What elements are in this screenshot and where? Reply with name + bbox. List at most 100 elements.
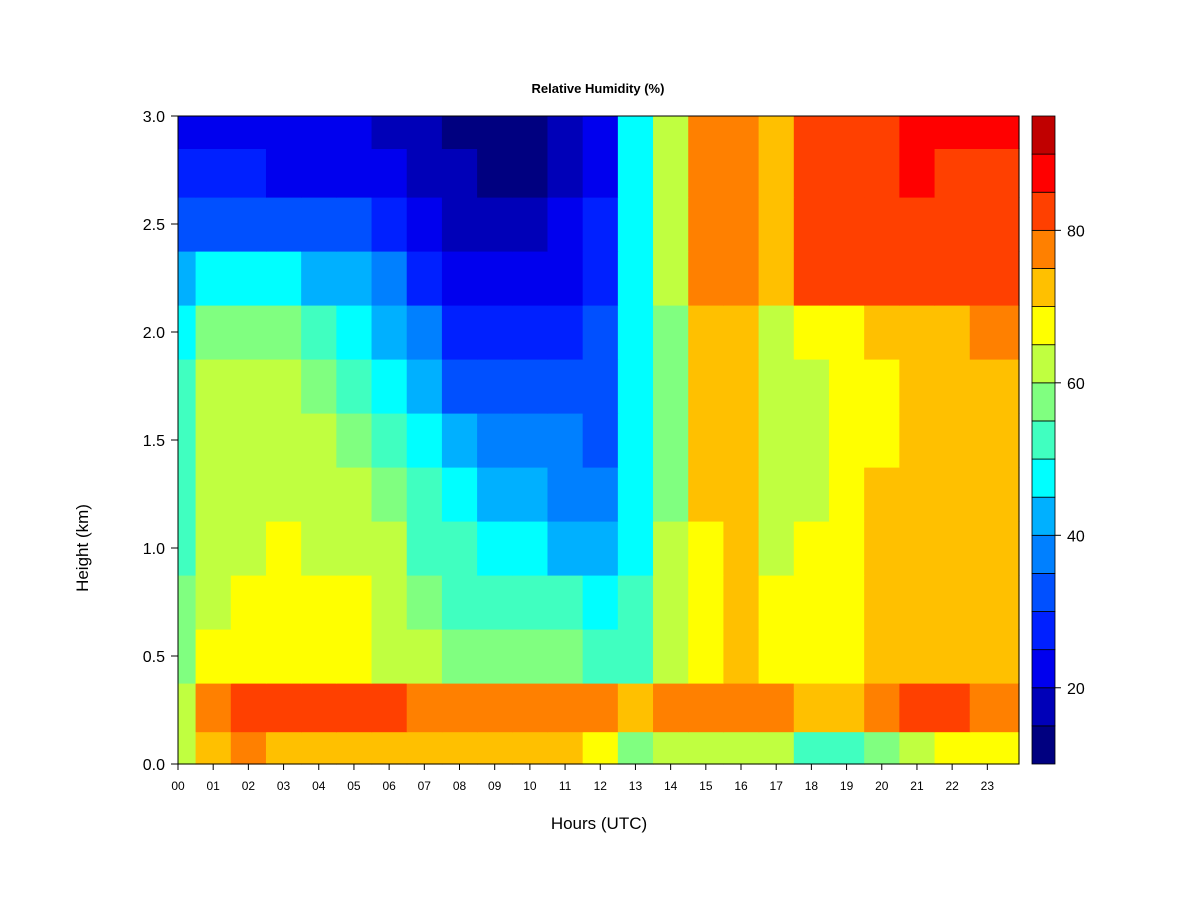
heatmap-cell <box>793 413 830 468</box>
colorbar-swatch <box>1031 458 1056 498</box>
heatmap-cell <box>969 731 1020 765</box>
heatmap-cell <box>617 629 654 684</box>
heatmap-cell <box>195 305 232 360</box>
colorbar-tick-label: 20 <box>1067 681 1085 698</box>
colorbar-swatch <box>1031 725 1056 765</box>
y-axis: 0.0 0.5 1.0 1.5 2.0 2.5 3.0 <box>143 109 178 774</box>
heatmap-cell <box>899 731 936 765</box>
heatmap-cell <box>547 148 584 198</box>
heatmap-cell <box>230 359 267 414</box>
heatmap-cell <box>864 413 900 468</box>
y-tick-label: 1.0 <box>143 541 165 558</box>
x-tick-label: 09 <box>488 779 502 793</box>
heatmap-cell <box>230 251 267 306</box>
heatmap-cell <box>301 731 337 765</box>
heatmap-cell <box>371 197 408 252</box>
heatmap-cell <box>758 413 795 468</box>
heatmap-cell <box>336 148 373 198</box>
heatmap-cell <box>688 359 725 414</box>
y-axis-label: Height (km) <box>73 504 92 592</box>
heatmap-cell <box>934 467 971 522</box>
heatmap-cell <box>899 148 936 198</box>
heatmap-cell <box>617 116 654 149</box>
y-tick-label: 0.0 <box>143 757 165 774</box>
heatmap-cell <box>406 683 443 733</box>
x-axis-label: Hours (UTC) <box>551 814 647 833</box>
x-tick-label: 12 <box>594 779 608 793</box>
heatmap-cell <box>477 467 513 522</box>
heatmap-cell <box>793 305 830 360</box>
heatmap-cell <box>723 467 760 522</box>
heatmap-cell <box>178 116 197 149</box>
heatmap-cell <box>512 251 549 306</box>
heatmap-cell <box>653 731 689 765</box>
heatmap-cell <box>336 521 373 576</box>
heatmap-cell <box>864 251 900 306</box>
heatmap-cell <box>582 629 619 684</box>
x-tick-label: 11 <box>559 779 572 793</box>
heatmap-cell <box>969 148 1020 198</box>
heatmap-cell <box>582 521 619 576</box>
heatmap-cell <box>178 629 197 684</box>
heatmap-cell <box>688 305 725 360</box>
heatmap-cell <box>371 359 408 414</box>
heatmap-cell <box>371 148 408 198</box>
heatmap-cell <box>371 467 408 522</box>
x-tick-label: 17 <box>770 779 784 793</box>
colorbar-swatch <box>1031 268 1056 307</box>
heatmap-cell <box>864 467 900 522</box>
heatmap-cell <box>899 413 936 468</box>
heatmap-cell <box>178 148 197 198</box>
heatmap-cell <box>230 683 267 733</box>
heatmap-cell <box>336 305 373 360</box>
heatmap-cell <box>301 359 337 414</box>
heatmap-cell <box>582 305 619 360</box>
heatmap-cell <box>441 305 478 360</box>
heatmap-cell <box>441 251 478 306</box>
heatmap-cell <box>441 575 478 630</box>
heatmap-cell <box>688 575 725 630</box>
heatmap-cell <box>828 467 865 522</box>
heatmap-cell <box>230 148 267 198</box>
heatmap-cell <box>265 251 302 306</box>
heatmap-cell <box>934 148 971 198</box>
heatmap-cell <box>793 197 830 252</box>
heatmap-cell <box>934 731 971 765</box>
heatmap-cell <box>406 521 443 576</box>
heatmap-cell <box>512 731 549 765</box>
x-tick-label: 19 <box>840 779 854 793</box>
heatmap-cell <box>688 467 725 522</box>
heatmap-cell <box>688 197 725 252</box>
heatmap-cell <box>301 197 337 252</box>
heatmap-cell <box>195 251 232 306</box>
heatmap-cell <box>758 521 795 576</box>
heatmap-cell <box>371 413 408 468</box>
heatmap-cell <box>653 413 689 468</box>
heatmap-cell <box>371 521 408 576</box>
heatmap-cell <box>230 521 267 576</box>
colorbar-swatch <box>1031 534 1056 574</box>
heatmap-cell <box>195 359 232 414</box>
heatmap-cell <box>864 629 900 684</box>
heatmap-cell <box>195 148 232 198</box>
heatmap-cell <box>265 413 302 468</box>
heatmap-cell <box>617 197 654 252</box>
heatmap-cell <box>441 148 478 198</box>
heatmap-cell <box>477 683 513 733</box>
heatmap-cell <box>230 116 267 149</box>
heatmap-cell <box>758 251 795 306</box>
heatmap-cell <box>864 359 900 414</box>
heatmap-cell <box>512 467 549 522</box>
x-tick-label: 13 <box>629 779 643 793</box>
x-tick-label: 00 <box>171 779 185 793</box>
heatmap-cell <box>301 305 337 360</box>
heatmap-cell <box>688 731 725 765</box>
heatmap-cell <box>582 116 619 149</box>
colorbar: 20 40 60 80 <box>1031 115 1085 765</box>
x-tick-label: 04 <box>312 779 326 793</box>
heatmap-cell <box>547 629 584 684</box>
colorbar-swatch <box>1031 496 1056 536</box>
heatmap-cell <box>441 683 478 733</box>
heatmap-cell <box>617 305 654 360</box>
heatmap-cell <box>406 467 443 522</box>
